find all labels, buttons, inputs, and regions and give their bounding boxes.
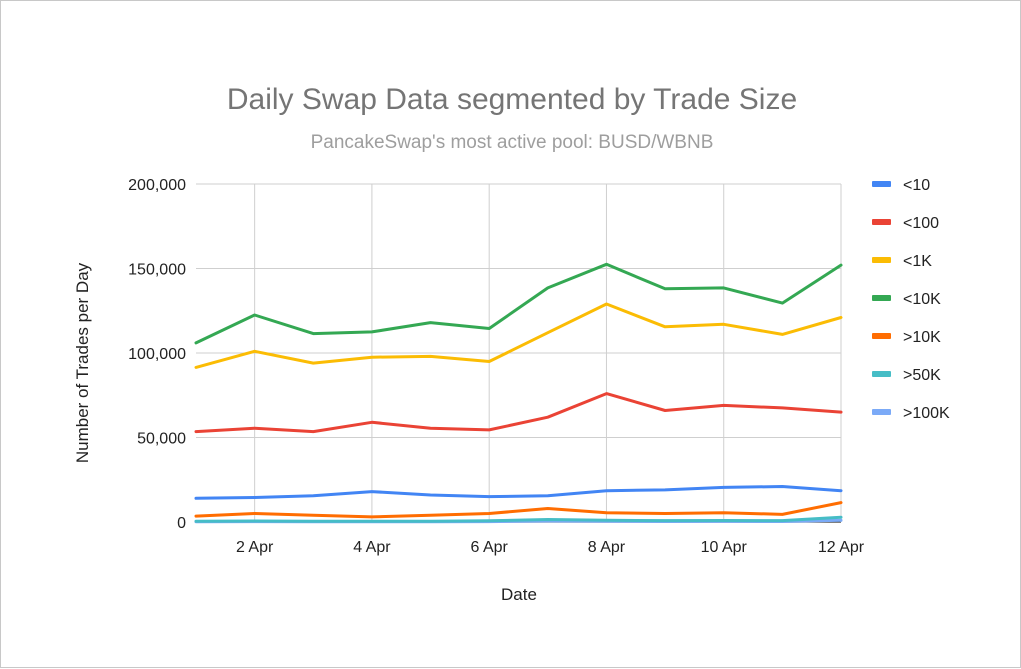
legend-swatch bbox=[872, 409, 891, 415]
series-line bbox=[194, 302, 843, 369]
legend-label: >10K bbox=[903, 329, 941, 346]
legend-swatch bbox=[872, 333, 891, 339]
legend-swatch bbox=[872, 181, 891, 187]
legend-swatch bbox=[872, 295, 891, 301]
legend-label: <1K bbox=[903, 253, 932, 270]
legend-swatch bbox=[872, 219, 891, 225]
chart-title: Daily Swap Data segmented by Trade Size bbox=[227, 83, 797, 116]
tick-labels: 0 50,000 100,000 150,000 200,000 2 Apr 4 Apr 6 … bbox=[128, 177, 865, 556]
series-line bbox=[194, 485, 843, 500]
legend-label: <10K bbox=[903, 291, 941, 308]
y-axis-label: Number of Trades per Day bbox=[73, 262, 92, 463]
series-line bbox=[194, 392, 843, 434]
x-tick-label: 6 Apr bbox=[471, 539, 509, 556]
x-tick-label: 12 Apr bbox=[818, 539, 865, 556]
x-axis-label: Date bbox=[501, 585, 537, 604]
y-tick-label: 150,000 bbox=[128, 262, 186, 279]
series-line bbox=[194, 515, 843, 523]
legend-swatch bbox=[872, 371, 891, 377]
series-line bbox=[194, 501, 843, 519]
legend-label: >100K bbox=[903, 405, 950, 422]
y-tick-label: 0 bbox=[177, 515, 186, 532]
chart-subtitle: PancakeSwap's most active pool: BUSD/WBN… bbox=[311, 132, 714, 153]
legend-label: <10 bbox=[903, 177, 930, 194]
x-tick-label: 2 Apr bbox=[236, 539, 274, 556]
series-line bbox=[194, 262, 843, 345]
legend-label: >50K bbox=[903, 367, 941, 384]
gridlines bbox=[196, 183, 842, 523]
legend-label: <100 bbox=[903, 215, 939, 232]
series-lines bbox=[194, 262, 843, 524]
x-tick-label: 8 Apr bbox=[588, 539, 626, 556]
x-tick-label: 10 Apr bbox=[701, 539, 748, 556]
y-tick-label: 50,000 bbox=[137, 431, 186, 448]
legend-swatch bbox=[872, 257, 891, 263]
x-tick-label: 4 Apr bbox=[353, 539, 391, 556]
legend: <10 <100 <1K <10K >10K >50K >100K bbox=[872, 177, 950, 422]
y-tick-label: 100,000 bbox=[128, 346, 186, 363]
y-tick-label: 200,000 bbox=[128, 177, 186, 194]
